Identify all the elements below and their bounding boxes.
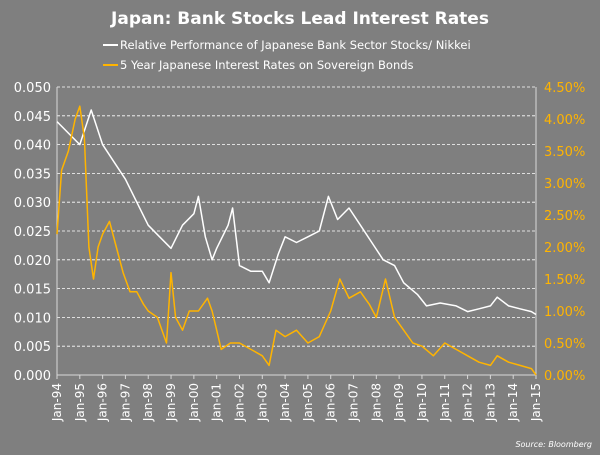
- legend-item-bank-stocks: Relative Performance of Japanese Bank Se…: [103, 38, 471, 52]
- x-tick-label: Jan-15: [529, 383, 543, 422]
- y-right-tick-label: 1.00%: [544, 305, 585, 320]
- y-right-tick-label: 4.00%: [544, 113, 585, 128]
- y-right-tick-label: 2.00%: [544, 241, 585, 256]
- legend-label: 5 Year Japanese Interest Rates on Sovere…: [120, 58, 414, 72]
- y-left-tick-label: 0.005: [14, 340, 51, 355]
- x-tick-label: Jan-07: [347, 383, 361, 422]
- legend-item-interest-rates: 5 Year Japanese Interest Rates on Sovere…: [103, 58, 414, 72]
- legend-label: Relative Performance of Japanese Bank Se…: [120, 38, 471, 52]
- y-left-tick-label: 0.045: [14, 110, 51, 125]
- legend-swatch-orange: [103, 64, 118, 66]
- x-tick-label: Jan-02: [232, 383, 246, 422]
- y-left-tick-label: 0.000: [14, 369, 51, 384]
- x-tick-label: Jan-12: [461, 383, 475, 422]
- x-tick-label: Jan-05: [301, 383, 315, 422]
- y-left-tick-label: 0.020: [14, 254, 51, 269]
- x-tick-label: Jan-11: [438, 383, 452, 422]
- y-left-tick-label: 0.035: [14, 167, 51, 182]
- source-note: Source: Bloomberg: [515, 440, 592, 449]
- legend-swatch-white: [103, 44, 118, 46]
- y-left-tick-label: 0.015: [14, 283, 51, 298]
- y-left-tick-label: 0.025: [14, 225, 51, 240]
- x-tick-label: Jan-94: [50, 383, 64, 422]
- y-left-tick-label: 0.030: [14, 196, 51, 211]
- y-left-tick-label: 0.040: [14, 139, 51, 154]
- x-tick-label: Jan-01: [210, 383, 224, 422]
- x-tick-label: Jan-08: [369, 383, 383, 422]
- y-right-tick-label: 1.50%: [544, 273, 585, 288]
- x-tick-label: Jan-06: [324, 383, 338, 422]
- x-tick-label: Jan-03: [255, 383, 269, 422]
- chart-title: Japan: Bank Stocks Lead Interest Rates: [111, 9, 489, 29]
- y-right-tick-label: 4.50%: [544, 81, 585, 96]
- x-tick-label: Jan-09: [392, 383, 406, 422]
- series-line-interest-rates: [56, 105, 537, 376]
- y-left-tick-label: 0.010: [14, 311, 51, 326]
- x-tick-label: Jan-99: [164, 383, 178, 422]
- series-line-bank-stocks: [56, 109, 537, 316]
- y-right-tick-label: 0.50%: [544, 337, 585, 352]
- y-right-tick-label: 3.00%: [544, 177, 585, 192]
- x-tick-label: Jan-10: [415, 383, 429, 422]
- x-tick-label: Jan-13: [483, 383, 497, 422]
- y-right-tick-label: 3.50%: [544, 145, 585, 160]
- y-right-tick-label: 0.00%: [544, 369, 585, 384]
- x-tick-label: Jan-98: [141, 383, 155, 422]
- y-left-tick-label: 0.050: [14, 81, 51, 96]
- x-tick-label: Jan-04: [278, 383, 292, 422]
- x-tick-label: Jan-96: [96, 383, 110, 422]
- x-tick-label: Jan-95: [73, 383, 87, 422]
- x-tick-label: Jan-00: [187, 383, 201, 422]
- x-tick-label: Jan-14: [506, 383, 520, 422]
- x-tick-label: Jan-97: [118, 383, 132, 422]
- y-right-tick-label: 2.50%: [544, 209, 585, 224]
